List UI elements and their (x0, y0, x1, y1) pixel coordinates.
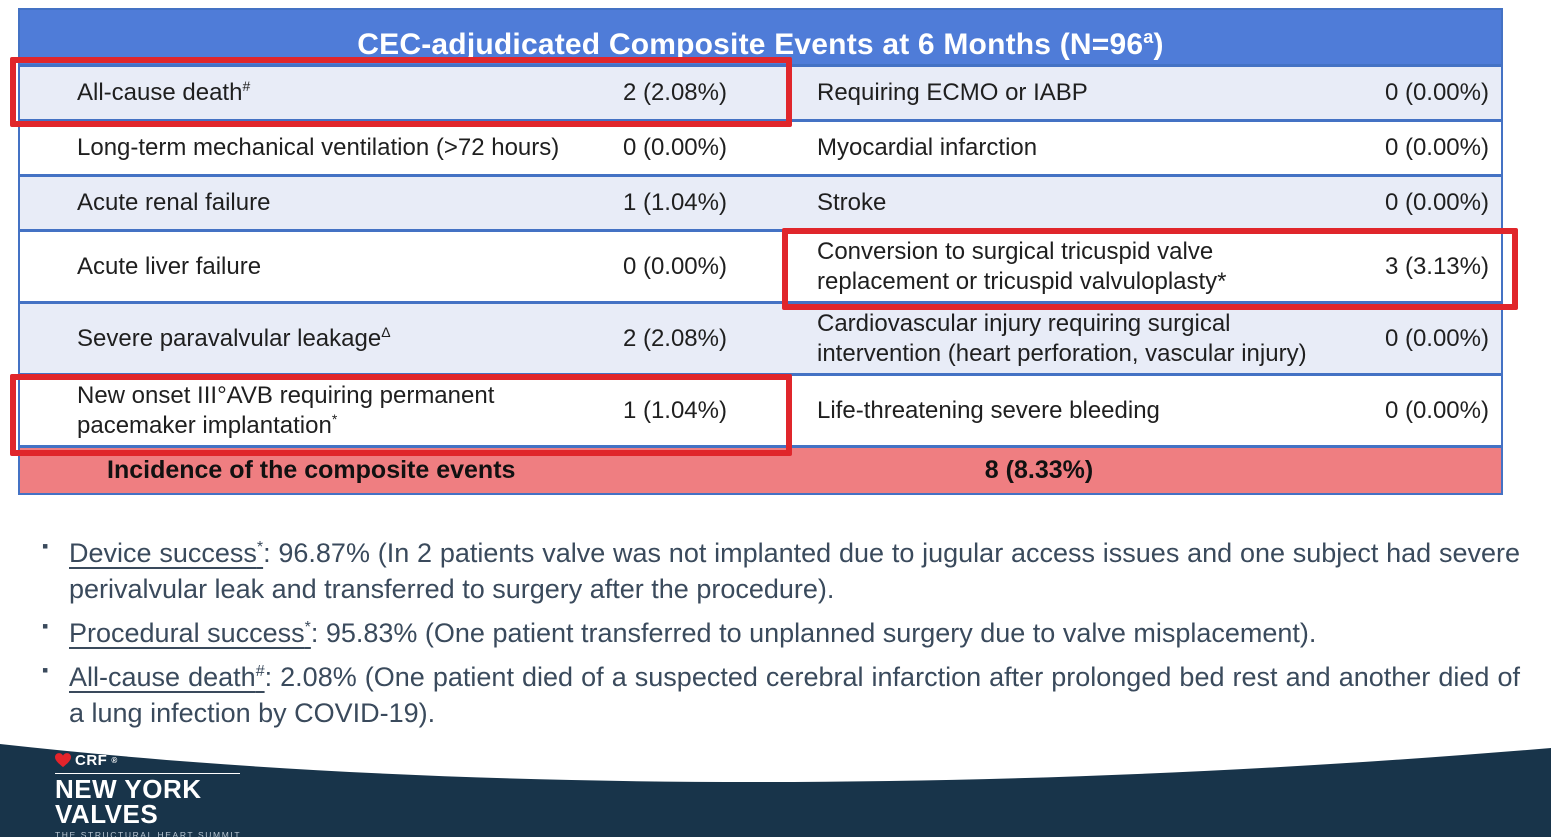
event-value: 0 (0.00%) (1384, 324, 1489, 352)
bullet-text: Device success*: 96.87% (In 2 patients v… (69, 530, 1520, 607)
logo-line1: NEW YORK (55, 774, 202, 804)
column-gap (727, 335, 817, 343)
crf-text: CRF (75, 752, 108, 769)
bullet-icon: ▪ (42, 660, 49, 680)
event-label: Acute renal failure (20, 184, 577, 222)
table-row: Long-term mechanical ventilation (>72 ho… (20, 119, 1501, 174)
event-value: 2 (2.08%) (622, 79, 727, 106)
event-label-text: Cardiovascular injury requiring surgical… (817, 309, 1307, 367)
bullet-rest: : 2.08% (One patient died of a suspected… (69, 662, 1520, 728)
list-item: ▪ Procedural success*: 95.83% (One patie… (42, 610, 1520, 651)
crf-logo-row: CRF ® (55, 752, 241, 769)
bullet-superscript: * (304, 619, 311, 636)
event-label-text: Life-threatening severe bleeding (817, 396, 1160, 424)
event-label: Life-threatening severe bleeding (817, 392, 1320, 430)
column-gap (727, 89, 817, 97)
event-label-text: Myocardial infarction (817, 134, 1038, 161)
event-value: 0 (0.00%) (622, 134, 727, 161)
event-label-superscript: # (242, 78, 251, 94)
column-gap (727, 144, 817, 152)
logo-tagline: THE STRUCTURAL HEART SUMMIT (55, 830, 242, 837)
event-value: 2 (2.08%) (622, 324, 727, 352)
column-gap (727, 407, 817, 415)
event-label: Requiring ECMO or IABP (817, 74, 1320, 112)
event-label-text: Conversion to surgical tricuspid valve r… (817, 237, 1227, 295)
bullet-text: All-cause death#: 2.08% (One patient die… (69, 654, 1520, 731)
table-row: All-cause death# 2 (2.08%) Requiring ECM… (20, 64, 1501, 119)
logo-divider (55, 773, 240, 774)
event-label-superscript: Δ (381, 323, 391, 340)
event-label-text: New onset III°AVB requiring permanent pa… (77, 381, 495, 439)
notes-list: ▪ Device success*: 96.87% (In 2 patients… (42, 530, 1520, 734)
event-label: New onset III°AVB requiring permanent pa… (20, 377, 577, 445)
bullet-lead-text: Procedural success (69, 618, 305, 648)
bullet-lead-text: All-cause death (69, 662, 256, 692)
column-gap (727, 199, 817, 207)
bullet-rest: : 95.83% (One patient transferred to unp… (310, 618, 1317, 648)
event-label: Acute liver failure (20, 248, 577, 286)
bullet-icon: ▪ (42, 536, 49, 556)
table-row: New onset III°AVB requiring permanent pa… (20, 373, 1501, 445)
bullet-rest: : 96.87% (In 2 patients valve was not im… (69, 538, 1520, 604)
registered-mark: ® (111, 756, 118, 765)
table-row: Acute renal failure 1 (1.04%) Stroke 0 (… (20, 174, 1501, 229)
event-label-text: Acute renal failure (77, 189, 271, 216)
event-value: 0 (0.00%) (1384, 79, 1489, 106)
event-value: 0 (0.00%) (622, 252, 727, 280)
column-gap (727, 263, 817, 271)
event-value: 0 (0.00%) (1384, 134, 1489, 161)
event-label-text: Severe paravalvular leakage (77, 324, 382, 352)
footer-band: CRF ® NEW YORK VALVES THE STRUCTURAL HEAR… (0, 726, 1551, 837)
event-label-text: All-cause death (77, 79, 243, 106)
event-label-text: Long-term mechanical ventilation (>72 ho… (77, 134, 560, 161)
crf-heart-icon (55, 753, 71, 768)
event-label-text: Stroke (817, 189, 887, 216)
composite-events-table: CEC-adjudicated Composite Events at 6 Mo… (10, 8, 1518, 495)
footer-wave-shape (0, 744, 1551, 837)
event-label: Cardiovascular injury requiring surgical… (817, 305, 1320, 373)
summary-row: Incidence of the composite events 8 (8.3… (20, 445, 1501, 493)
bullet-lead: Procedural success* (69, 618, 311, 648)
event-value: 0 (0.00%) (1384, 396, 1489, 424)
table-row: Acute liver failure 0 (0.00%) Conversion… (20, 229, 1501, 301)
event-label-text: Acute liver failure (77, 252, 262, 280)
summary-label: Incidence of the composite events (107, 456, 516, 484)
logo-line2: VALVES (55, 799, 159, 829)
event-label: Conversion to surgical tricuspid valve r… (817, 233, 1320, 301)
list-item: ▪ All-cause death#: 2.08% (One patient d… (42, 654, 1520, 731)
table-title-superscript: a (1143, 27, 1154, 47)
event-value: 3 (3.13%) (1384, 252, 1489, 280)
table-title-close: ) (1153, 28, 1164, 61)
event-label: Myocardial infarction (817, 129, 1320, 167)
event-label: Severe paravalvular leakageΔ (20, 320, 577, 358)
event-label-text: Requiring ECMO or IABP (817, 79, 1088, 106)
bullet-text: Procedural success*: 95.83% (One patient… (69, 610, 1520, 651)
table-title: CEC-adjudicated Composite Events at 6 Mo… (20, 10, 1501, 64)
bullet-lead: Device success* (69, 538, 263, 568)
event-label: Stroke (817, 184, 1320, 222)
bullet-lead-text: Device success (69, 538, 257, 568)
bullet-lead: All-cause death# (69, 662, 265, 692)
event-label: Long-term mechanical ventilation (>72 ho… (20, 129, 577, 167)
event-value: 1 (1.04%) (622, 189, 727, 216)
bullet-icon: ▪ (42, 616, 49, 636)
event-label: All-cause death# (20, 74, 577, 112)
event-label-superscript: * (331, 410, 338, 427)
event-value: 0 (0.00%) (1384, 189, 1489, 216)
bullet-superscript: # (255, 663, 265, 680)
event-value: 1 (1.04%) (622, 396, 727, 424)
summary-value: 8 (8.33%) (984, 456, 1094, 484)
new-york-valves-logo: CRF ® NEW YORK VALVES THE STRUCTURAL HEAR… (55, 752, 241, 837)
table-title-text: CEC-adjudicated Composite Events at 6 Mo… (357, 28, 1144, 61)
list-item: ▪ Device success*: 96.87% (In 2 patients… (42, 530, 1520, 607)
bullet-superscript: * (256, 539, 264, 556)
table-row: Severe paravalvular leakageΔ 2 (2.08%) C… (20, 301, 1501, 373)
